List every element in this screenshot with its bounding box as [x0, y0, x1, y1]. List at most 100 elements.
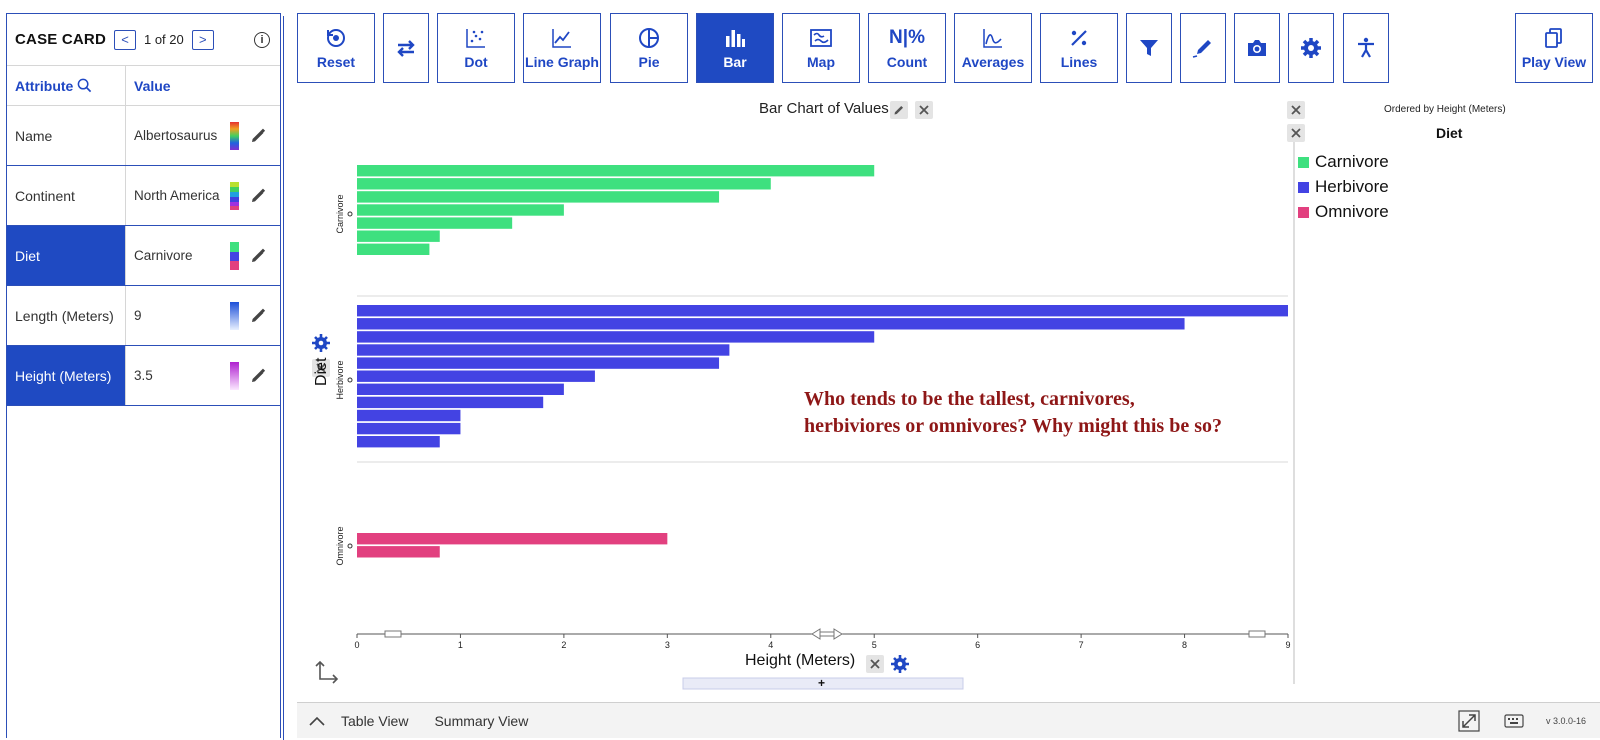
axis-max-handle — [1248, 630, 1266, 638]
lines-button[interactable]: Lines — [1040, 13, 1118, 83]
bar — [357, 396, 544, 409]
averages-button[interactable]: Averages — [954, 13, 1032, 83]
draw-button[interactable] — [1180, 13, 1226, 83]
x-tick-label: 7 — [1079, 640, 1084, 650]
case-row-diet[interactable]: Diet Carnivore — [7, 226, 280, 286]
color-scale-icon — [230, 121, 239, 150]
bar — [357, 230, 440, 242]
copy-pages-icon — [1545, 28, 1562, 48]
attribute-value[interactable]: 9 — [126, 286, 280, 345]
map-label: Map — [807, 54, 835, 70]
x-axis-gear-icon[interactable] — [891, 655, 909, 673]
line-graph-button[interactable]: Line Graph — [523, 13, 601, 83]
next-case-button[interactable]: > — [191, 29, 214, 50]
filter-button[interactable] — [1126, 13, 1172, 83]
x-tick-label: 1 — [458, 640, 463, 650]
attribute-value[interactable]: North America — [126, 166, 280, 225]
attribute-label[interactable]: Height (Meters) — [7, 346, 126, 405]
value-text[interactable]: North America — [134, 188, 220, 203]
map-icon — [810, 29, 832, 47]
axis-corner-icon[interactable] — [315, 660, 339, 684]
pie-chart-icon — [639, 28, 659, 48]
bar — [357, 357, 720, 369]
case-row-length[interactable]: Length (Meters) 9 — [7, 286, 280, 346]
attribute-value[interactable]: Albertosaurus — [126, 106, 280, 165]
reset-label: Reset — [316, 54, 356, 70]
attribute-label[interactable]: Diet — [7, 226, 126, 285]
edit-pencil-icon[interactable] — [250, 308, 266, 324]
close-title-button[interactable] — [915, 101, 933, 119]
settings-button[interactable] — [1288, 13, 1334, 83]
pie-button[interactable]: Pie — [610, 13, 688, 83]
y-axis-gear-icon[interactable] — [312, 334, 330, 352]
legend-title[interactable]: Diet — [1436, 125, 1463, 141]
dot-label: Dot — [464, 54, 488, 70]
keyboard-icon[interactable] — [1504, 714, 1524, 728]
attribute-value[interactable]: Carnivore — [126, 226, 280, 285]
attribute-value[interactable]: 3.5 — [126, 346, 280, 405]
tab-summary-view[interactable]: Summary View — [434, 712, 529, 729]
reset-button[interactable]: Reset — [297, 13, 375, 83]
bar — [357, 217, 513, 229]
play-view-button[interactable]: Play View — [1515, 13, 1593, 83]
pie-label: Pie — [638, 54, 660, 70]
legend-item-herbivore[interactable]: Herbivore — [1298, 177, 1389, 197]
bar — [357, 344, 730, 356]
snapshot-button[interactable] — [1234, 13, 1280, 83]
gear-icon — [1301, 38, 1321, 58]
close-legend-attribute-button[interactable] — [1287, 124, 1305, 142]
accessibility-button[interactable] — [1343, 13, 1389, 83]
expand-icon[interactable] — [1458, 710, 1480, 732]
chevron-up-icon[interactable] — [309, 716, 325, 726]
attribute-label[interactable]: Length (Meters) — [7, 286, 126, 345]
tab-table-view[interactable]: Table View — [341, 712, 409, 729]
value-text[interactable]: 9 — [134, 308, 142, 323]
legend-item-omnivore[interactable]: Omnivore — [1298, 202, 1389, 222]
x-tick-label: 4 — [768, 640, 773, 650]
map-button[interactable]: Map — [782, 13, 860, 83]
x-tick-label: 6 — [975, 640, 980, 650]
value-column-header: Value — [134, 77, 171, 94]
info-icon[interactable]: i — [254, 32, 270, 48]
close-legend-button[interactable] — [1287, 101, 1305, 119]
category-colors-icon — [230, 181, 239, 210]
case-row-continent[interactable]: Continent North America — [7, 166, 280, 226]
y-axis-label[interactable]: Diet — [313, 357, 330, 386]
add-attribute-plus[interactable]: + — [818, 676, 826, 690]
x-axis-label[interactable]: Height (Meters) — [745, 652, 856, 669]
legend-label: Omnivore — [1315, 202, 1389, 221]
x-tick-label: 5 — [872, 640, 877, 650]
edit-pencil-icon[interactable] — [250, 188, 266, 204]
accessibility-icon — [1358, 37, 1374, 58]
count-button[interactable]: N|% Count — [868, 13, 946, 83]
legend-item-carnivore[interactable]: Carnivore — [1298, 152, 1389, 172]
bar — [357, 305, 1288, 317]
bar-label: Bar — [723, 54, 747, 70]
attribute-label[interactable]: Name — [7, 106, 126, 165]
filter-icon — [1140, 40, 1158, 56]
edit-title-button[interactable] — [890, 101, 908, 119]
graph-title[interactable]: Bar Chart of Values — [759, 100, 889, 117]
bar-button[interactable]: Bar — [696, 13, 774, 83]
swap-axes-button[interactable] — [383, 13, 429, 83]
dot-button[interactable]: Dot — [437, 13, 515, 83]
value-text[interactable]: 3.5 — [134, 368, 153, 383]
category-dot — [347, 211, 353, 217]
search-icon[interactable] — [77, 78, 92, 93]
edit-pencil-icon[interactable] — [250, 128, 266, 144]
value-text[interactable]: Carnivore — [134, 248, 193, 263]
legend-label: Herbivore — [1315, 177, 1389, 196]
bar — [357, 546, 440, 558]
bar — [357, 383, 564, 395]
case-row-name[interactable]: Name Albertosaurus — [7, 106, 280, 166]
edit-pencil-icon[interactable] — [250, 368, 266, 384]
bar — [357, 204, 564, 216]
value-text[interactable]: Albertosaurus — [134, 128, 218, 143]
previous-case-button[interactable]: < — [113, 29, 136, 50]
x-axis-close-icon[interactable] — [866, 655, 884, 673]
edit-pencil-icon[interactable] — [250, 248, 266, 264]
bar — [357, 533, 668, 545]
case-row-height[interactable]: Height (Meters) 3.5 — [7, 346, 280, 406]
attribute-column-header[interactable]: Attribute — [7, 66, 126, 105]
attribute-label[interactable]: Continent — [7, 166, 126, 225]
